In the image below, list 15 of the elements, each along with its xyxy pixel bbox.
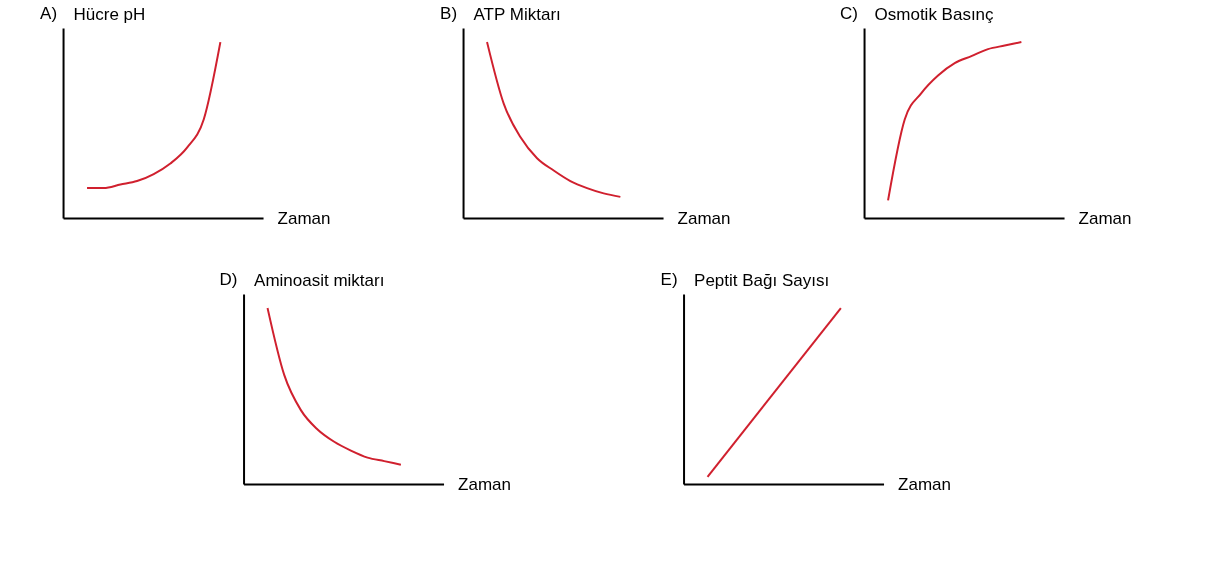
y-axis-title: Hücre pH [73, 4, 146, 24]
chart-title: C) [840, 4, 859, 23]
x-axis-title: Zaman [1078, 208, 1132, 228]
chart-title: D) [219, 270, 238, 289]
y-axis-title: Peptit Bağı Sayısı [694, 270, 830, 290]
y-axis-title: ATP Miktarı [473, 4, 561, 24]
chart-title: A) [40, 4, 58, 23]
y-axis-title: Aminoasit miktarı [254, 270, 385, 290]
x-axis-title: Zaman [898, 474, 951, 494]
y-axis-title: Osmotik Basınç [874, 4, 995, 24]
chart-title: E) [660, 270, 678, 289]
x-axis-title: Zaman [458, 474, 511, 494]
x-axis-title: Zaman [277, 208, 331, 228]
x-axis-title: Zaman [677, 208, 731, 228]
chart-title: B) [440, 4, 458, 23]
